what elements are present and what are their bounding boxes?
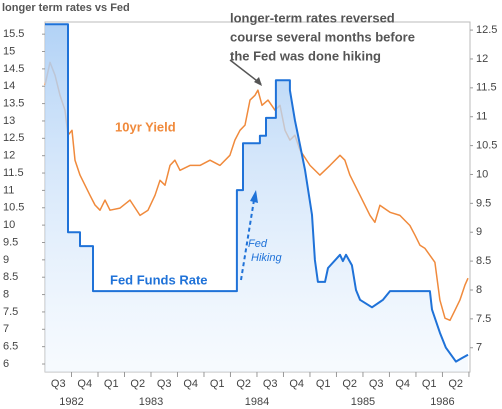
y-tick-label: 10.5 xyxy=(3,202,24,214)
y2-tick-label: 10.5 xyxy=(476,140,497,152)
arrow-head xyxy=(250,190,258,203)
annotation: course several months before xyxy=(230,29,415,44)
y-tick-label: 10 xyxy=(3,219,15,231)
x-tick-label: Q3 xyxy=(263,378,278,390)
x-tick-label: Q4 xyxy=(289,378,304,390)
year-label: 1982 xyxy=(59,396,83,408)
series-line xyxy=(44,61,469,322)
y-tick-label: 9 xyxy=(3,254,9,266)
x-tick-label: Q1 xyxy=(422,378,437,390)
arrow-head xyxy=(254,77,262,86)
annotation: Hiking xyxy=(251,252,282,264)
year-label: 1986 xyxy=(430,396,454,408)
annotation: Fed xyxy=(248,238,268,250)
year-label: 1984 xyxy=(245,396,269,408)
y-tick-label: 11 xyxy=(3,184,14,196)
x-tick-label: Q3 xyxy=(157,378,172,390)
x-tick-label: Q2 xyxy=(448,378,463,390)
y2-tick-label: 9.5 xyxy=(476,197,491,209)
y2-tick-label: 11.5 xyxy=(476,82,497,94)
y-tick-label: 8 xyxy=(3,288,9,300)
annotation-arrow xyxy=(229,59,262,85)
y-tick-label: 15.5 xyxy=(3,28,24,40)
y-tick-label: 12.5 xyxy=(3,132,24,144)
y2-tick-label: 12 xyxy=(476,53,488,65)
y-tick-label: 6.5 xyxy=(3,341,18,353)
x-tick-label: Q4 xyxy=(395,378,410,390)
x-tick-label: Q3 xyxy=(369,378,384,390)
series-label: 10yr Yield xyxy=(115,119,176,134)
y-tick-label: 9.5 xyxy=(3,236,18,248)
year-label: 1985 xyxy=(351,396,375,408)
x-tick-label: Q1 xyxy=(104,378,119,390)
x-tick-label: Q1 xyxy=(316,378,331,390)
annotation: the Fed was done hiking xyxy=(230,48,381,63)
x-tick-label: Q4 xyxy=(183,378,198,390)
y2-tick-label: 8 xyxy=(476,284,482,296)
x-tick-label: Q2 xyxy=(130,378,145,390)
y-tick-label: 14 xyxy=(3,80,15,92)
y2-tick-label: 10 xyxy=(476,168,488,180)
y2-tick-label: 9 xyxy=(476,226,482,238)
x-tick-label: Q2 xyxy=(236,378,251,390)
x-tick-label: Q3 xyxy=(51,378,66,390)
y-tick-label: 14.5 xyxy=(3,63,24,75)
series-line xyxy=(45,23,469,363)
y-tick-label: 6 xyxy=(3,358,9,370)
y-tick-label: 11.5 xyxy=(3,167,24,179)
y-tick-label: 13.5 xyxy=(3,98,24,110)
y-tick-label: 7.5 xyxy=(3,306,18,318)
y2-tick-label: 8.5 xyxy=(476,255,491,267)
y2-tick-label: 11 xyxy=(476,111,487,123)
series-label: Fed Funds Rate xyxy=(110,272,208,287)
y-tick-label: 7 xyxy=(3,323,9,335)
y2-tick-label: 7.5 xyxy=(476,313,491,325)
y-tick-label: 13 xyxy=(3,115,15,127)
y2-tick-label: 12.5 xyxy=(476,24,497,36)
y-tick-label: 12 xyxy=(3,150,15,162)
y-tick-label: 15 xyxy=(3,45,15,57)
y-tick-label: 8.5 xyxy=(3,271,18,283)
annotation: longer-term rates reversed xyxy=(230,10,395,25)
x-tick-label: Q4 xyxy=(77,378,92,390)
x-tick-label: Q1 xyxy=(210,378,225,390)
year-label: 1983 xyxy=(139,396,163,408)
y2-tick-label: 7 xyxy=(476,342,482,354)
chart-title: longer term rates vs Fed xyxy=(2,2,130,14)
x-tick-label: Q2 xyxy=(342,378,357,390)
